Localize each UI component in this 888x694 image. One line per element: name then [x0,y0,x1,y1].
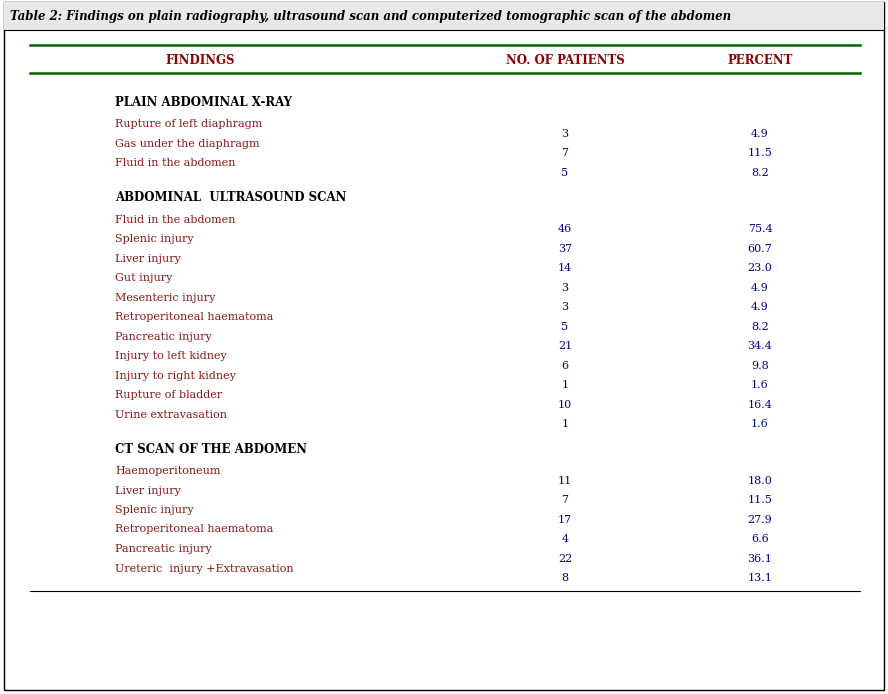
Text: 4.9: 4.9 [751,303,769,312]
Text: 7: 7 [561,496,568,505]
Text: 18.0: 18.0 [748,476,773,486]
Text: 1.6: 1.6 [751,380,769,390]
Text: Gas under the diaphragm: Gas under the diaphragm [115,139,259,149]
Text: 3: 3 [561,303,568,312]
Text: 6.6: 6.6 [751,534,769,544]
Text: 46: 46 [558,224,572,235]
Text: Haemoperitoneum: Haemoperitoneum [115,466,220,476]
Text: 1: 1 [561,419,568,430]
Text: Pancreatic injury: Pancreatic injury [115,544,211,554]
Text: FINDINGS: FINDINGS [165,53,234,67]
Text: Ureteric  injury +Extravasation: Ureteric injury +Extravasation [115,564,294,573]
Text: 8.2: 8.2 [751,168,769,178]
Text: Liver injury: Liver injury [115,253,181,264]
Text: 10: 10 [558,400,572,409]
Text: 8.2: 8.2 [751,322,769,332]
Text: 4.9: 4.9 [751,129,769,139]
Text: 7: 7 [561,149,568,158]
Text: 21: 21 [558,341,572,351]
Text: NO. OF PATIENTS: NO. OF PATIENTS [505,53,624,67]
Text: 3: 3 [561,282,568,293]
Text: Splenic injury: Splenic injury [115,505,194,515]
Text: CT SCAN OF THE ABDOMEN: CT SCAN OF THE ABDOMEN [115,443,307,455]
Text: 1.6: 1.6 [751,419,769,430]
Text: Pancreatic injury: Pancreatic injury [115,332,211,341]
Text: Splenic injury: Splenic injury [115,234,194,244]
Text: Rupture of bladder: Rupture of bladder [115,390,222,400]
Text: 11: 11 [558,476,572,486]
Text: 11.5: 11.5 [748,149,773,158]
Text: 16.4: 16.4 [748,400,773,409]
Text: 8: 8 [561,573,568,583]
Text: Urine extravasation: Urine extravasation [115,409,227,419]
Text: 36.1: 36.1 [748,554,773,564]
Text: 5: 5 [561,322,568,332]
Text: Retroperitoneal haematoma: Retroperitoneal haematoma [115,525,274,534]
Text: 13.1: 13.1 [748,573,773,583]
Text: Fluid in the abdomen: Fluid in the abdomen [115,158,235,168]
Text: Liver injury: Liver injury [115,486,181,496]
Text: 37: 37 [558,244,572,254]
Text: 4: 4 [561,534,568,544]
Text: 5: 5 [561,168,568,178]
Text: PERCENT: PERCENT [727,53,793,67]
Text: 34.4: 34.4 [748,341,773,351]
Text: ABDOMINAL  ULTRASOUND SCAN: ABDOMINAL ULTRASOUND SCAN [115,191,346,204]
Text: 4.9: 4.9 [751,282,769,293]
Text: Rupture of left diaphragm: Rupture of left diaphragm [115,119,262,129]
Text: 17: 17 [558,515,572,525]
Text: 3: 3 [561,129,568,139]
Text: 22: 22 [558,554,572,564]
Text: 11.5: 11.5 [748,496,773,505]
Text: Gut injury: Gut injury [115,273,172,283]
Text: Injury to right kidney: Injury to right kidney [115,371,236,380]
Text: 1: 1 [561,380,568,390]
Text: 14: 14 [558,263,572,273]
Bar [4,2,884,30]
Text: 6: 6 [561,361,568,371]
Text: 27.9: 27.9 [748,515,773,525]
Text: Fluid in the abdomen: Fluid in the abdomen [115,214,235,224]
Text: PLAIN ABDOMINAL X-RAY: PLAIN ABDOMINAL X-RAY [115,96,292,108]
Text: Retroperitoneal haematoma: Retroperitoneal haematoma [115,312,274,322]
Text: Mesenteric injury: Mesenteric injury [115,292,216,303]
Text: Injury to left kidney: Injury to left kidney [115,351,226,361]
Text: 75.4: 75.4 [748,224,773,235]
Text: Table 2: Findings on plain radiography, ultrasound scan and computerized tomogra: Table 2: Findings on plain radiography, … [10,10,731,22]
Text: 60.7: 60.7 [748,244,773,254]
Text: 23.0: 23.0 [748,263,773,273]
Text: 9.8: 9.8 [751,361,769,371]
